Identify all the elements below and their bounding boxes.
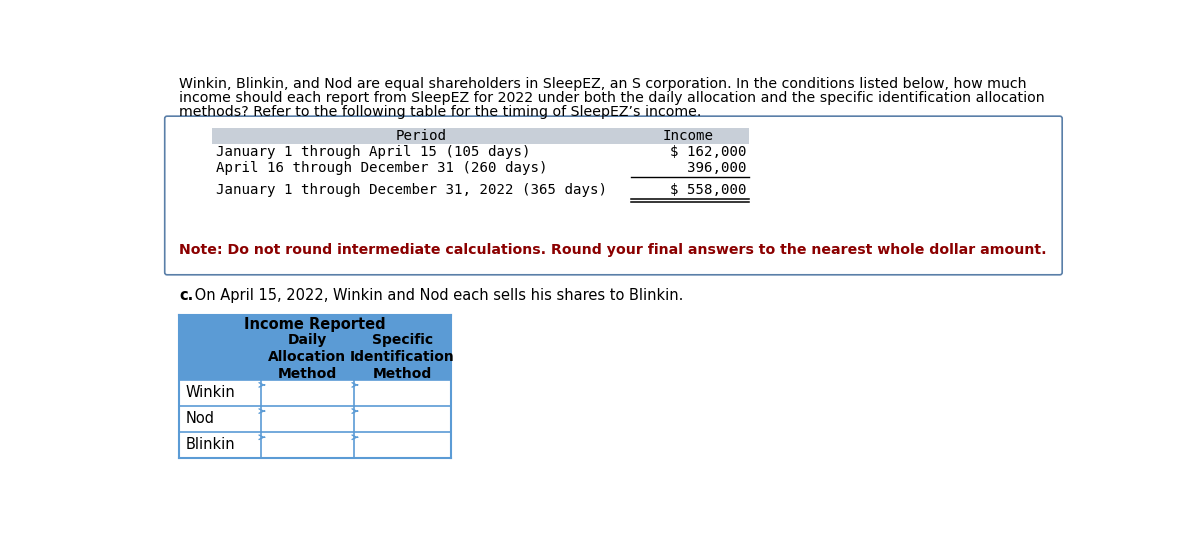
Text: January 1 through December 31, 2022 (365 days): January 1 through December 31, 2022 (365… bbox=[216, 183, 607, 197]
Text: Blinkin: Blinkin bbox=[186, 437, 235, 452]
FancyBboxPatch shape bbox=[180, 315, 451, 458]
FancyBboxPatch shape bbox=[180, 335, 451, 380]
FancyBboxPatch shape bbox=[212, 128, 626, 144]
Text: Winkin, Blinkin, and Nod are equal shareholders in SleepEZ, an S corporation. In: Winkin, Blinkin, and Nod are equal share… bbox=[180, 77, 1027, 91]
Text: Note: Do not round intermediate calculations. Round your final answers to the ne: Note: Do not round intermediate calculat… bbox=[180, 243, 1048, 257]
Text: On April 15, 2022, Winkin and Nod each sells his shares to Blinkin.: On April 15, 2022, Winkin and Nod each s… bbox=[191, 288, 684, 303]
Text: $ 558,000: $ 558,000 bbox=[671, 183, 746, 197]
Text: Winkin: Winkin bbox=[186, 385, 235, 400]
Text: Nod: Nod bbox=[186, 411, 215, 426]
Text: Income Reported: Income Reported bbox=[245, 317, 386, 332]
Text: Specific
Identification
Method: Specific Identification Method bbox=[350, 333, 455, 381]
FancyBboxPatch shape bbox=[164, 116, 1062, 275]
Text: Daily
Allocation
Method: Daily Allocation Method bbox=[269, 333, 347, 381]
Text: $ 162,000: $ 162,000 bbox=[671, 145, 746, 159]
Text: income should each report from SleepEZ for 2022 under both the daily allocation : income should each report from SleepEZ f… bbox=[180, 91, 1045, 105]
Text: c.: c. bbox=[180, 288, 193, 303]
Text: methods? Refer to the following table for the timing of SleepEZ’s income.: methods? Refer to the following table fo… bbox=[180, 105, 702, 118]
Text: January 1 through April 15 (105 days): January 1 through April 15 (105 days) bbox=[216, 145, 530, 159]
Text: Income: Income bbox=[664, 129, 714, 143]
Text: April 16 through December 31 (260 days): April 16 through December 31 (260 days) bbox=[216, 161, 547, 175]
FancyBboxPatch shape bbox=[626, 128, 749, 144]
FancyBboxPatch shape bbox=[180, 315, 451, 335]
Text: Period: Period bbox=[396, 129, 446, 143]
Text: 396,000: 396,000 bbox=[688, 161, 746, 175]
